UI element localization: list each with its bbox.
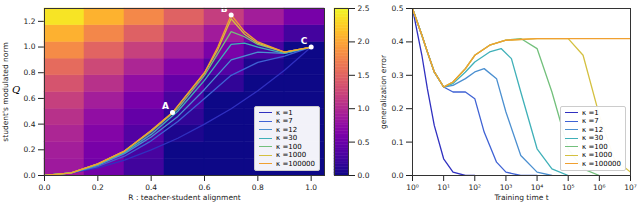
svg-text:B: B (220, 3, 228, 14)
svg-text:A: A (162, 101, 169, 111)
html-text:κ =100000: κ =100000 (582, 159, 621, 168)
html-text:κ =30: κ =30 (582, 134, 604, 142)
svg-text:0.5: 0.5 (358, 138, 370, 147)
svg-text:0.8: 0.8 (24, 68, 36, 77)
html-text:κ =12: κ =12 (582, 125, 604, 134)
svg-text:0.6: 0.6 (199, 183, 211, 192)
svg-text:10¹: 10¹ (437, 183, 450, 192)
html-text:κ =1000: κ =1000 (582, 151, 613, 159)
svg-text:1.0: 1.0 (305, 183, 317, 192)
svg-text:10³: 10³ (500, 183, 513, 192)
svg-text:generalization error: generalization error (379, 54, 388, 129)
svg-text:10⁵: 10⁵ (562, 183, 575, 192)
html-text:κ =1: κ =1 (582, 108, 599, 117)
svg-text:0.4: 0.4 (145, 183, 157, 192)
svg-text:2.0: 2.0 (358, 37, 370, 46)
svg-text:0.0: 0.0 (358, 171, 370, 180)
html-text:κ =100000: κ =100000 (276, 159, 315, 168)
html-text:κ =30: κ =30 (276, 134, 298, 142)
svg-text:0.0: 0.0 (39, 183, 51, 192)
svg-text:0.0: 0.0 (24, 171, 36, 180)
svg-text:student's modulated norm: student's modulated norm (1, 42, 10, 141)
svg-text:0.1: 0.1 (392, 138, 404, 147)
svg-text:1.0: 1.0 (24, 42, 36, 51)
svg-text:10⁶: 10⁶ (593, 183, 606, 192)
svg-text:0.2: 0.2 (24, 145, 36, 154)
html-text:κ =7: κ =7 (276, 117, 293, 125)
svg-text:0.2: 0.2 (92, 183, 104, 192)
html-text:Q: Q (12, 84, 21, 95)
svg-text:0.0: 0.0 (392, 171, 404, 180)
svg-text:1.0: 1.0 (358, 104, 370, 113)
svg-text:0.4: 0.4 (392, 37, 404, 46)
svg-text:C: C (301, 36, 308, 46)
html-text:κ =1000: κ =1000 (276, 151, 307, 159)
svg-text:10²: 10² (469, 183, 482, 192)
svg-text:0.8: 0.8 (252, 183, 264, 192)
svg-text:2.5: 2.5 (358, 4, 370, 13)
svg-text:1.2: 1.2 (24, 17, 36, 26)
html-text:κ =1: κ =1 (276, 108, 293, 117)
html-text:κ =12: κ =12 (276, 125, 298, 134)
html-text:κ =100: κ =100 (582, 142, 608, 151)
html-text:κ =100: κ =100 (276, 142, 302, 151)
svg-text:10⁰: 10⁰ (406, 183, 419, 192)
svg-text:0.3: 0.3 (392, 71, 404, 80)
svg-text:0.2: 0.2 (392, 104, 404, 113)
svg-text:R : teacher-student alignment: R : teacher-student alignment (128, 193, 240, 202)
svg-text:0.5: 0.5 (392, 4, 404, 13)
svg-text:0.6: 0.6 (24, 94, 36, 103)
svg-text:Training time t: Training time t (493, 193, 548, 202)
svg-text:0.4: 0.4 (24, 120, 36, 129)
html-text:κ =7: κ =7 (582, 117, 599, 125)
svg-text:1.5: 1.5 (358, 71, 370, 80)
svg-text:10⁴: 10⁴ (531, 183, 544, 192)
svg-text:10⁷: 10⁷ (624, 183, 637, 192)
